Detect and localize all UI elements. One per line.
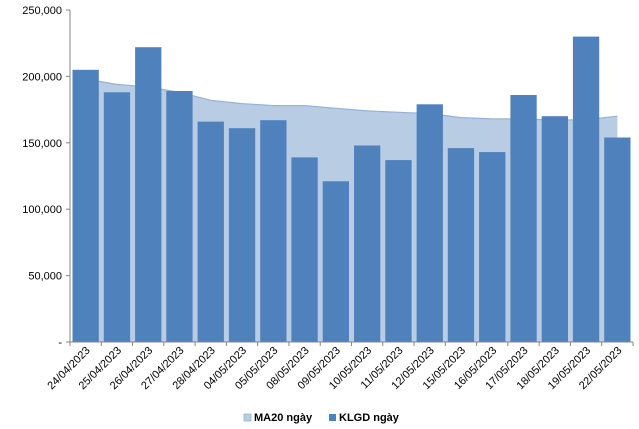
bar-04/05/2023 [228,128,256,342]
ma20-area [85,79,618,342]
legend-swatch-klgd [329,414,336,421]
y-tick-label: 250,000 [22,5,62,17]
bar-08/05/2023 [291,157,318,342]
legend: MA20 ngày KLGD ngày [243,412,400,424]
bar-16/05/2023 [479,152,506,342]
bar-22/05/2023 [604,137,631,342]
legend-label-klgd: KLGD ngày [339,412,400,424]
bar-19/05/2023 [572,36,600,342]
bar-17/05/2023 [510,95,537,342]
bar-25/04/2023 [103,92,131,342]
y-tick-label: 100,000 [22,204,62,216]
y-tick-label: 150,000 [22,138,62,150]
y-tick-label: 50,000 [28,271,62,283]
legend-label-ma20: MA20 ngày [254,412,313,424]
bar-05/05/2023 [260,120,287,342]
bar-24/04/2023 [72,69,99,343]
ma20-area-layer [85,78,618,342]
y-tick-label: - [58,337,62,349]
klgd-bar-layer [72,36,631,343]
bar-15/05/2023 [447,148,475,342]
bar-09/05/2023 [322,181,349,342]
bar-11/05/2023 [385,160,412,342]
bar-26/04/2023 [135,47,162,342]
bar-27/04/2023 [166,91,193,342]
y-tick-label: 200,000 [22,71,62,83]
bar-10/05/2023 [354,145,381,342]
bar-18/05/2023 [541,116,568,342]
bar-28/04/2023 [197,121,224,342]
legend-swatch-ma20 [243,413,252,422]
bar-12/05/2023 [416,104,443,342]
